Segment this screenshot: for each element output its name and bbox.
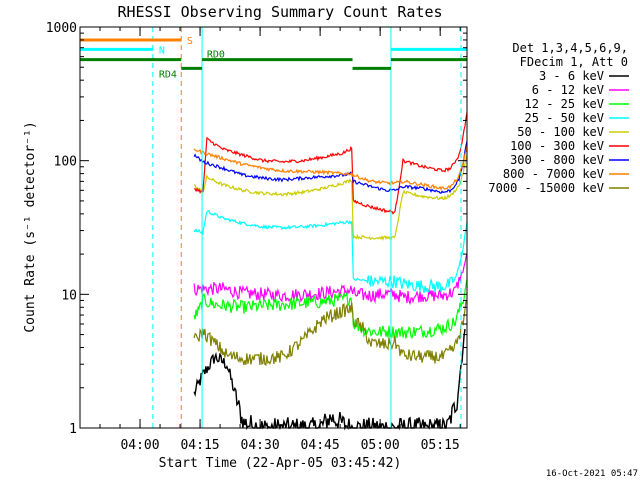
y-tick-label: 10 [61, 288, 77, 303]
x-tick-label: 04:30 [241, 438, 280, 453]
x-tick-label: 04:15 [180, 438, 219, 453]
legend: Det 1,3,4,5,6,9, FDecim 1, Att 0 3 - 6 k… [488, 41, 629, 195]
series-6-12-kev-line [193, 253, 468, 306]
chart-title: RHESSI Observing Summary Count Rates [117, 3, 442, 21]
legend-header-line-2: FDecim 1, Att 0 [520, 55, 628, 69]
series-100-300-kev-line [194, 112, 468, 215]
x-tick-label: 04:45 [301, 438, 340, 453]
y-tick-label: 100 [54, 155, 77, 170]
legend-label-7000-15000-kev: 7000 - 15000 keV [488, 181, 604, 195]
series-800-7000-kev-line [193, 145, 468, 191]
legend-label-6-12-kev: 6 - 12 keV [532, 83, 604, 97]
legend-label-300-800-kev: 300 - 800 keV [510, 153, 604, 167]
plot-area: S N RD0 RD4 1 10 100 1000 04:00 04:15 04:30 04:45 05… [46, 21, 468, 453]
timestamp: 16-Oct-2021 05:47 [546, 469, 638, 479]
state-bar-n-label: N [159, 45, 165, 56]
x-tick-label: 04:00 [120, 438, 159, 453]
series-50-100-kev-line [193, 154, 468, 241]
legend-label-3-6-kev: 3 - 6 keV [539, 69, 604, 83]
y-tick-label: 1 [69, 422, 77, 437]
x-axis-label: Start Time (22-Apr-05 03:45:42) [159, 456, 402, 471]
legend-label-800-7000-kev: 800 - 7000 keV [503, 167, 604, 181]
state-bar-s-label: S [187, 36, 193, 47]
plot-frame [79, 26, 468, 429]
legend-label-50-100-kev: 50 - 100 keV [517, 125, 604, 139]
series-7000-15000-kev-line [193, 299, 468, 366]
series-3-6-kev-line [193, 328, 466, 431]
y-axis-label: Count Rate (s⁻¹ detector⁻¹) [23, 121, 38, 332]
series-25-50-kev-line [193, 210, 468, 294]
series-300-800-kev-line [193, 140, 468, 194]
x-tick-label: 05:00 [361, 438, 400, 453]
legend-header-line-1: Det 1,3,4,5,6,9, [512, 41, 628, 55]
y-tick-label: 1000 [46, 21, 77, 36]
x-tick-label: 05:15 [421, 438, 460, 453]
legend-label-25-50-kev: 25 - 50 keV [525, 111, 604, 125]
legend-label-100-300-kev: 100 - 300 keV [510, 139, 604, 153]
state-bar-rd0-label: RD0 [207, 50, 225, 61]
series-12-25-kev-line [193, 278, 468, 340]
state-bar-rd4-label: RD4 [159, 69, 177, 80]
legend-label-12-25-kev: 12 - 25 keV [525, 97, 604, 111]
